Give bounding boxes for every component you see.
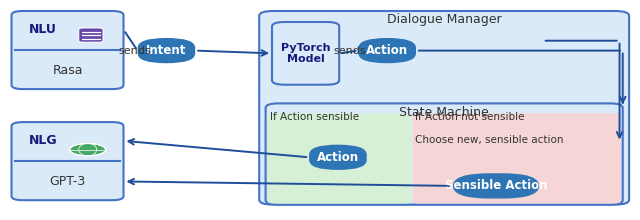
FancyBboxPatch shape bbox=[272, 22, 339, 85]
FancyBboxPatch shape bbox=[266, 103, 623, 205]
Text: GPT-3: GPT-3 bbox=[49, 175, 86, 188]
FancyBboxPatch shape bbox=[268, 113, 412, 204]
FancyBboxPatch shape bbox=[358, 38, 416, 63]
Text: Rasa: Rasa bbox=[52, 64, 83, 77]
Text: State Machine: State Machine bbox=[399, 106, 489, 119]
FancyBboxPatch shape bbox=[79, 28, 103, 42]
Text: sends: sends bbox=[333, 46, 365, 56]
FancyBboxPatch shape bbox=[12, 11, 124, 89]
Text: Dialogue Manager: Dialogue Manager bbox=[387, 13, 502, 26]
Text: PyTorch
Model: PyTorch Model bbox=[281, 42, 330, 64]
FancyBboxPatch shape bbox=[259, 11, 629, 205]
FancyBboxPatch shape bbox=[138, 38, 195, 63]
Text: If Action not sensible: If Action not sensible bbox=[415, 112, 524, 122]
FancyBboxPatch shape bbox=[453, 173, 540, 198]
Text: Intent: Intent bbox=[146, 44, 187, 57]
FancyBboxPatch shape bbox=[309, 145, 367, 170]
Text: Action: Action bbox=[366, 44, 408, 57]
Text: Sensible Action: Sensible Action bbox=[445, 179, 547, 192]
Text: If Action sensible: If Action sensible bbox=[270, 112, 359, 122]
Text: NLU: NLU bbox=[29, 23, 57, 36]
Circle shape bbox=[70, 143, 106, 156]
FancyBboxPatch shape bbox=[12, 122, 124, 200]
Text: Choose new, sensible action: Choose new, sensible action bbox=[415, 135, 563, 145]
FancyBboxPatch shape bbox=[413, 113, 621, 204]
Text: Action: Action bbox=[317, 151, 359, 164]
Text: sends: sends bbox=[118, 46, 150, 56]
Text: NLG: NLG bbox=[29, 134, 57, 147]
